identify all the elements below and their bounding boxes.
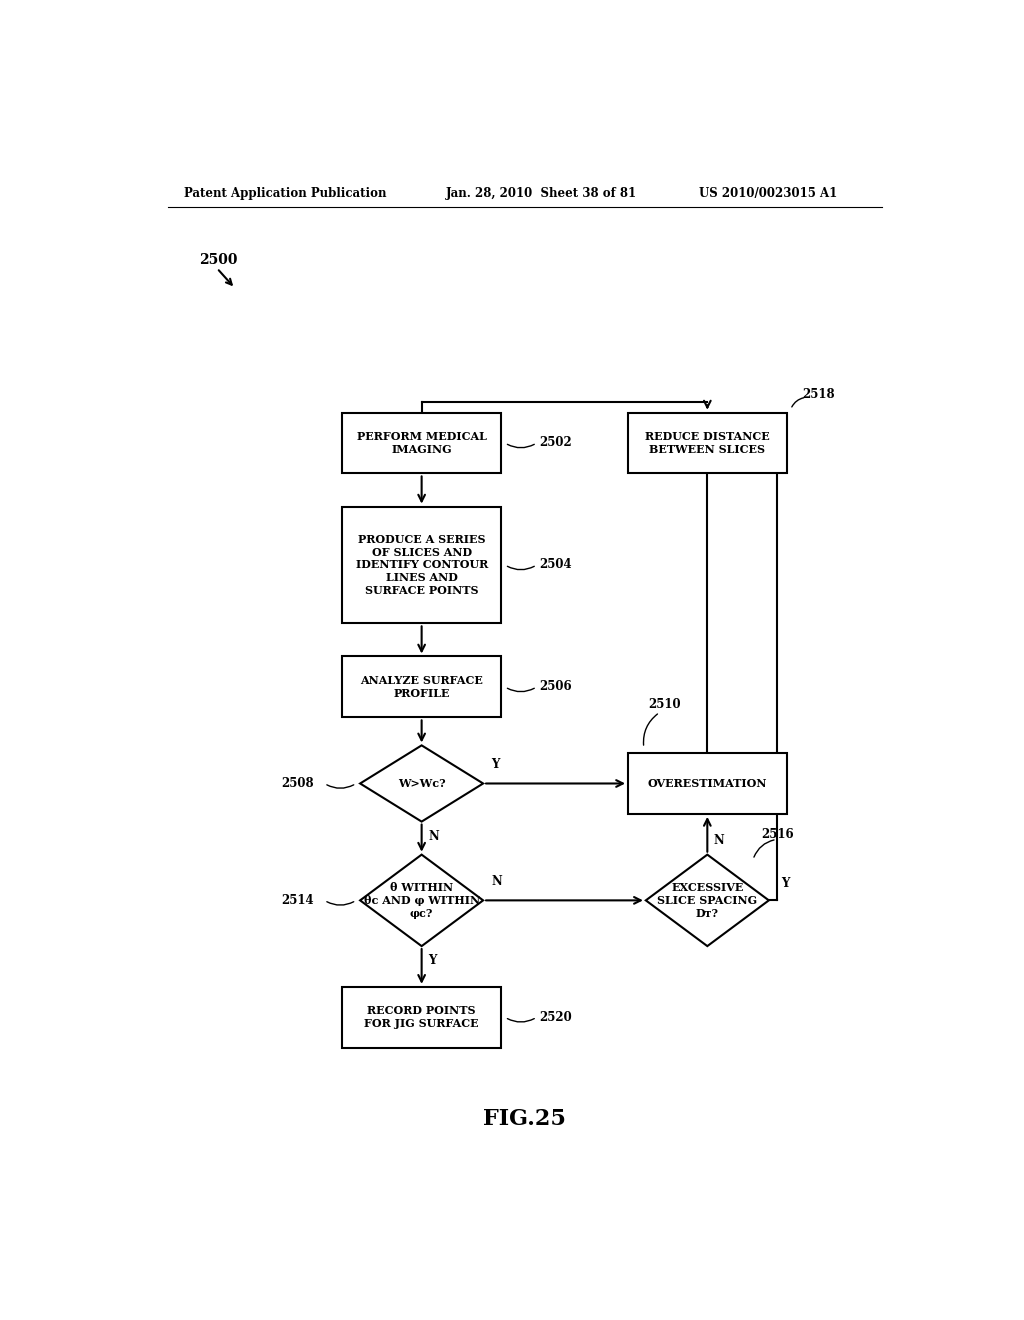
Polygon shape: [360, 854, 483, 946]
Text: FIG.25: FIG.25: [483, 1107, 566, 1130]
Text: 2510: 2510: [648, 698, 680, 710]
Text: 2506: 2506: [539, 680, 571, 693]
Text: Y: Y: [428, 954, 436, 968]
Text: N: N: [492, 875, 502, 888]
FancyBboxPatch shape: [342, 987, 501, 1048]
Text: Y: Y: [492, 758, 500, 771]
Text: 2514: 2514: [281, 894, 313, 907]
Text: RECORD POINTS
FOR JIG SURFACE: RECORD POINTS FOR JIG SURFACE: [365, 1006, 479, 1030]
Text: 2518: 2518: [803, 388, 836, 401]
Text: EXCESSIVE
SLICE SPACING
Dᴛ?: EXCESSIVE SLICE SPACING Dᴛ?: [657, 882, 758, 919]
Text: W>Wᴄ?: W>Wᴄ?: [397, 777, 445, 789]
Text: REDUCE DISTANCE
BETWEEN SLICES: REDUCE DISTANCE BETWEEN SLICES: [645, 432, 770, 455]
Text: US 2010/0023015 A1: US 2010/0023015 A1: [699, 187, 838, 201]
Text: ANALYZE SURFACE
PROFILE: ANALYZE SURFACE PROFILE: [360, 675, 483, 698]
Text: N: N: [714, 833, 724, 846]
Text: θ WITHIN
θᴄ AND φ WITHIN
φᴄ?: θ WITHIN θᴄ AND φ WITHIN φᴄ?: [364, 882, 479, 919]
Text: 2500: 2500: [200, 253, 238, 267]
FancyBboxPatch shape: [628, 752, 786, 814]
Text: 2520: 2520: [539, 1011, 571, 1024]
Text: PERFORM MEDICAL
IMAGING: PERFORM MEDICAL IMAGING: [356, 432, 486, 455]
Text: 2516: 2516: [761, 828, 794, 841]
Text: 2504: 2504: [539, 558, 571, 572]
FancyBboxPatch shape: [628, 412, 786, 474]
Text: PRODUCE A SERIES
OF SLICES AND
IDENTIFY CONTOUR
LINES AND
SURFACE POINTS: PRODUCE A SERIES OF SLICES AND IDENTIFY …: [355, 533, 487, 597]
Text: 2508: 2508: [281, 777, 313, 789]
Polygon shape: [360, 746, 483, 821]
FancyBboxPatch shape: [342, 412, 501, 474]
FancyBboxPatch shape: [342, 656, 501, 718]
Text: OVERESTIMATION: OVERESTIMATION: [647, 777, 767, 789]
FancyBboxPatch shape: [342, 507, 501, 623]
Text: Patent Application Publication: Patent Application Publication: [183, 187, 386, 201]
Text: N: N: [428, 830, 438, 842]
Text: 2502: 2502: [539, 437, 571, 450]
Polygon shape: [646, 854, 769, 946]
Text: Y: Y: [780, 878, 790, 890]
Text: Jan. 28, 2010  Sheet 38 of 81: Jan. 28, 2010 Sheet 38 of 81: [445, 187, 637, 201]
